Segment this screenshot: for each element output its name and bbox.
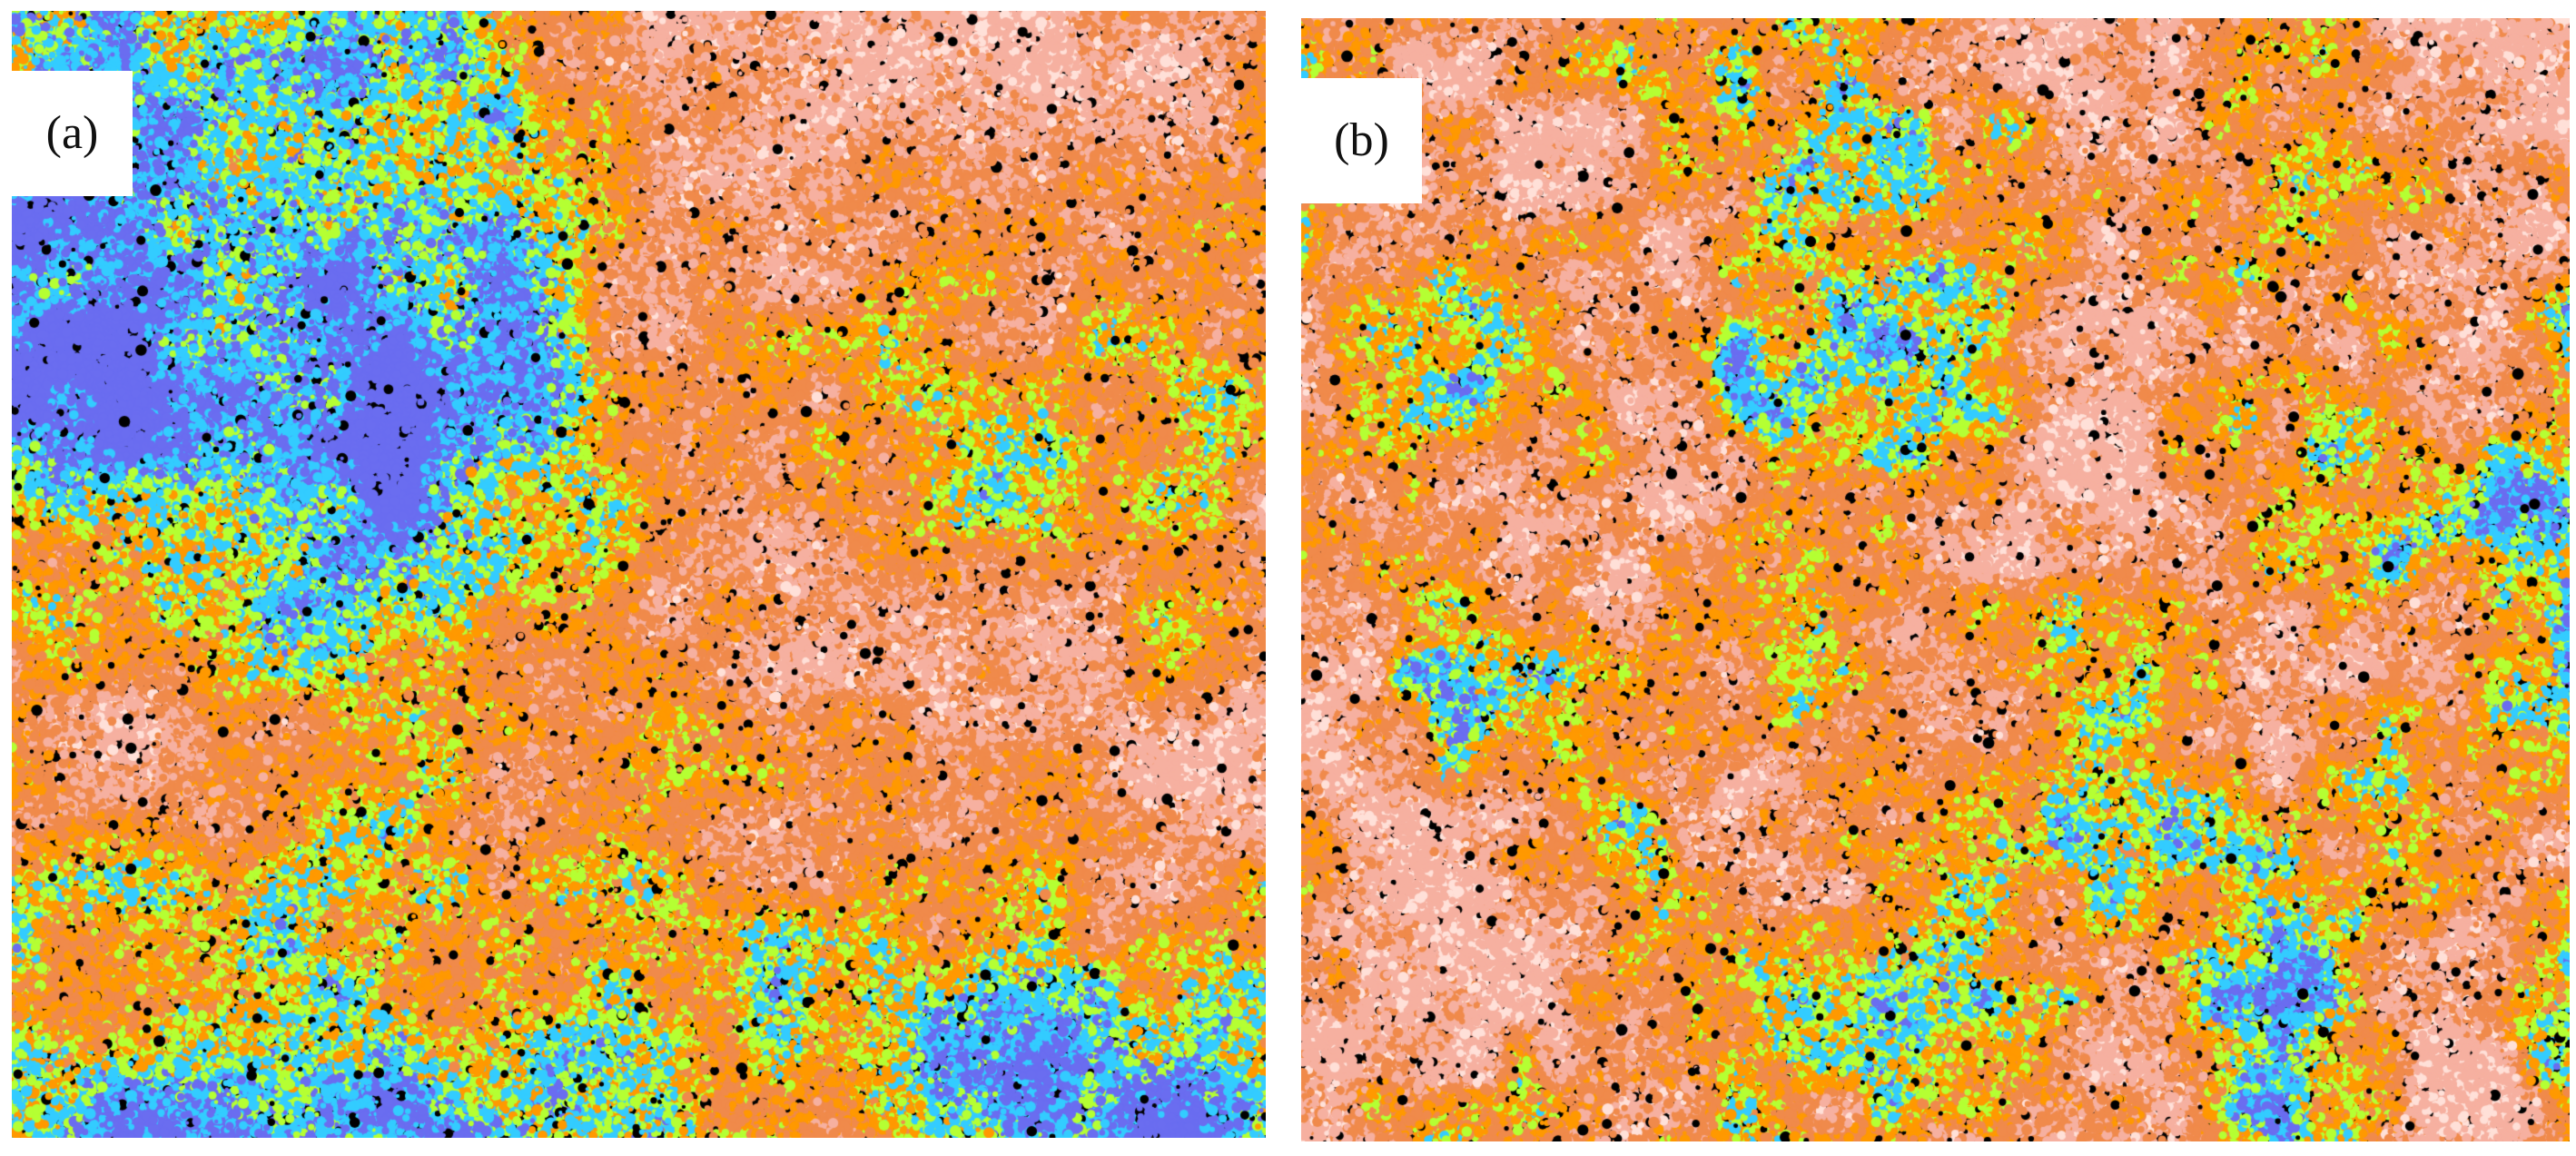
panel-label-a: (a) <box>45 107 99 159</box>
canopy-height-map-b <box>1301 18 2570 1141</box>
canopy-height-map-a <box>12 11 1266 1138</box>
panel-label-box-b: (b) <box>1301 78 1422 203</box>
image-panel-b: (b) <box>1301 18 2570 1141</box>
panel-label-box-a: (a) <box>12 71 133 196</box>
image-panel-a: (a) <box>12 11 1266 1138</box>
panel-label-b: (b) <box>1334 114 1389 166</box>
